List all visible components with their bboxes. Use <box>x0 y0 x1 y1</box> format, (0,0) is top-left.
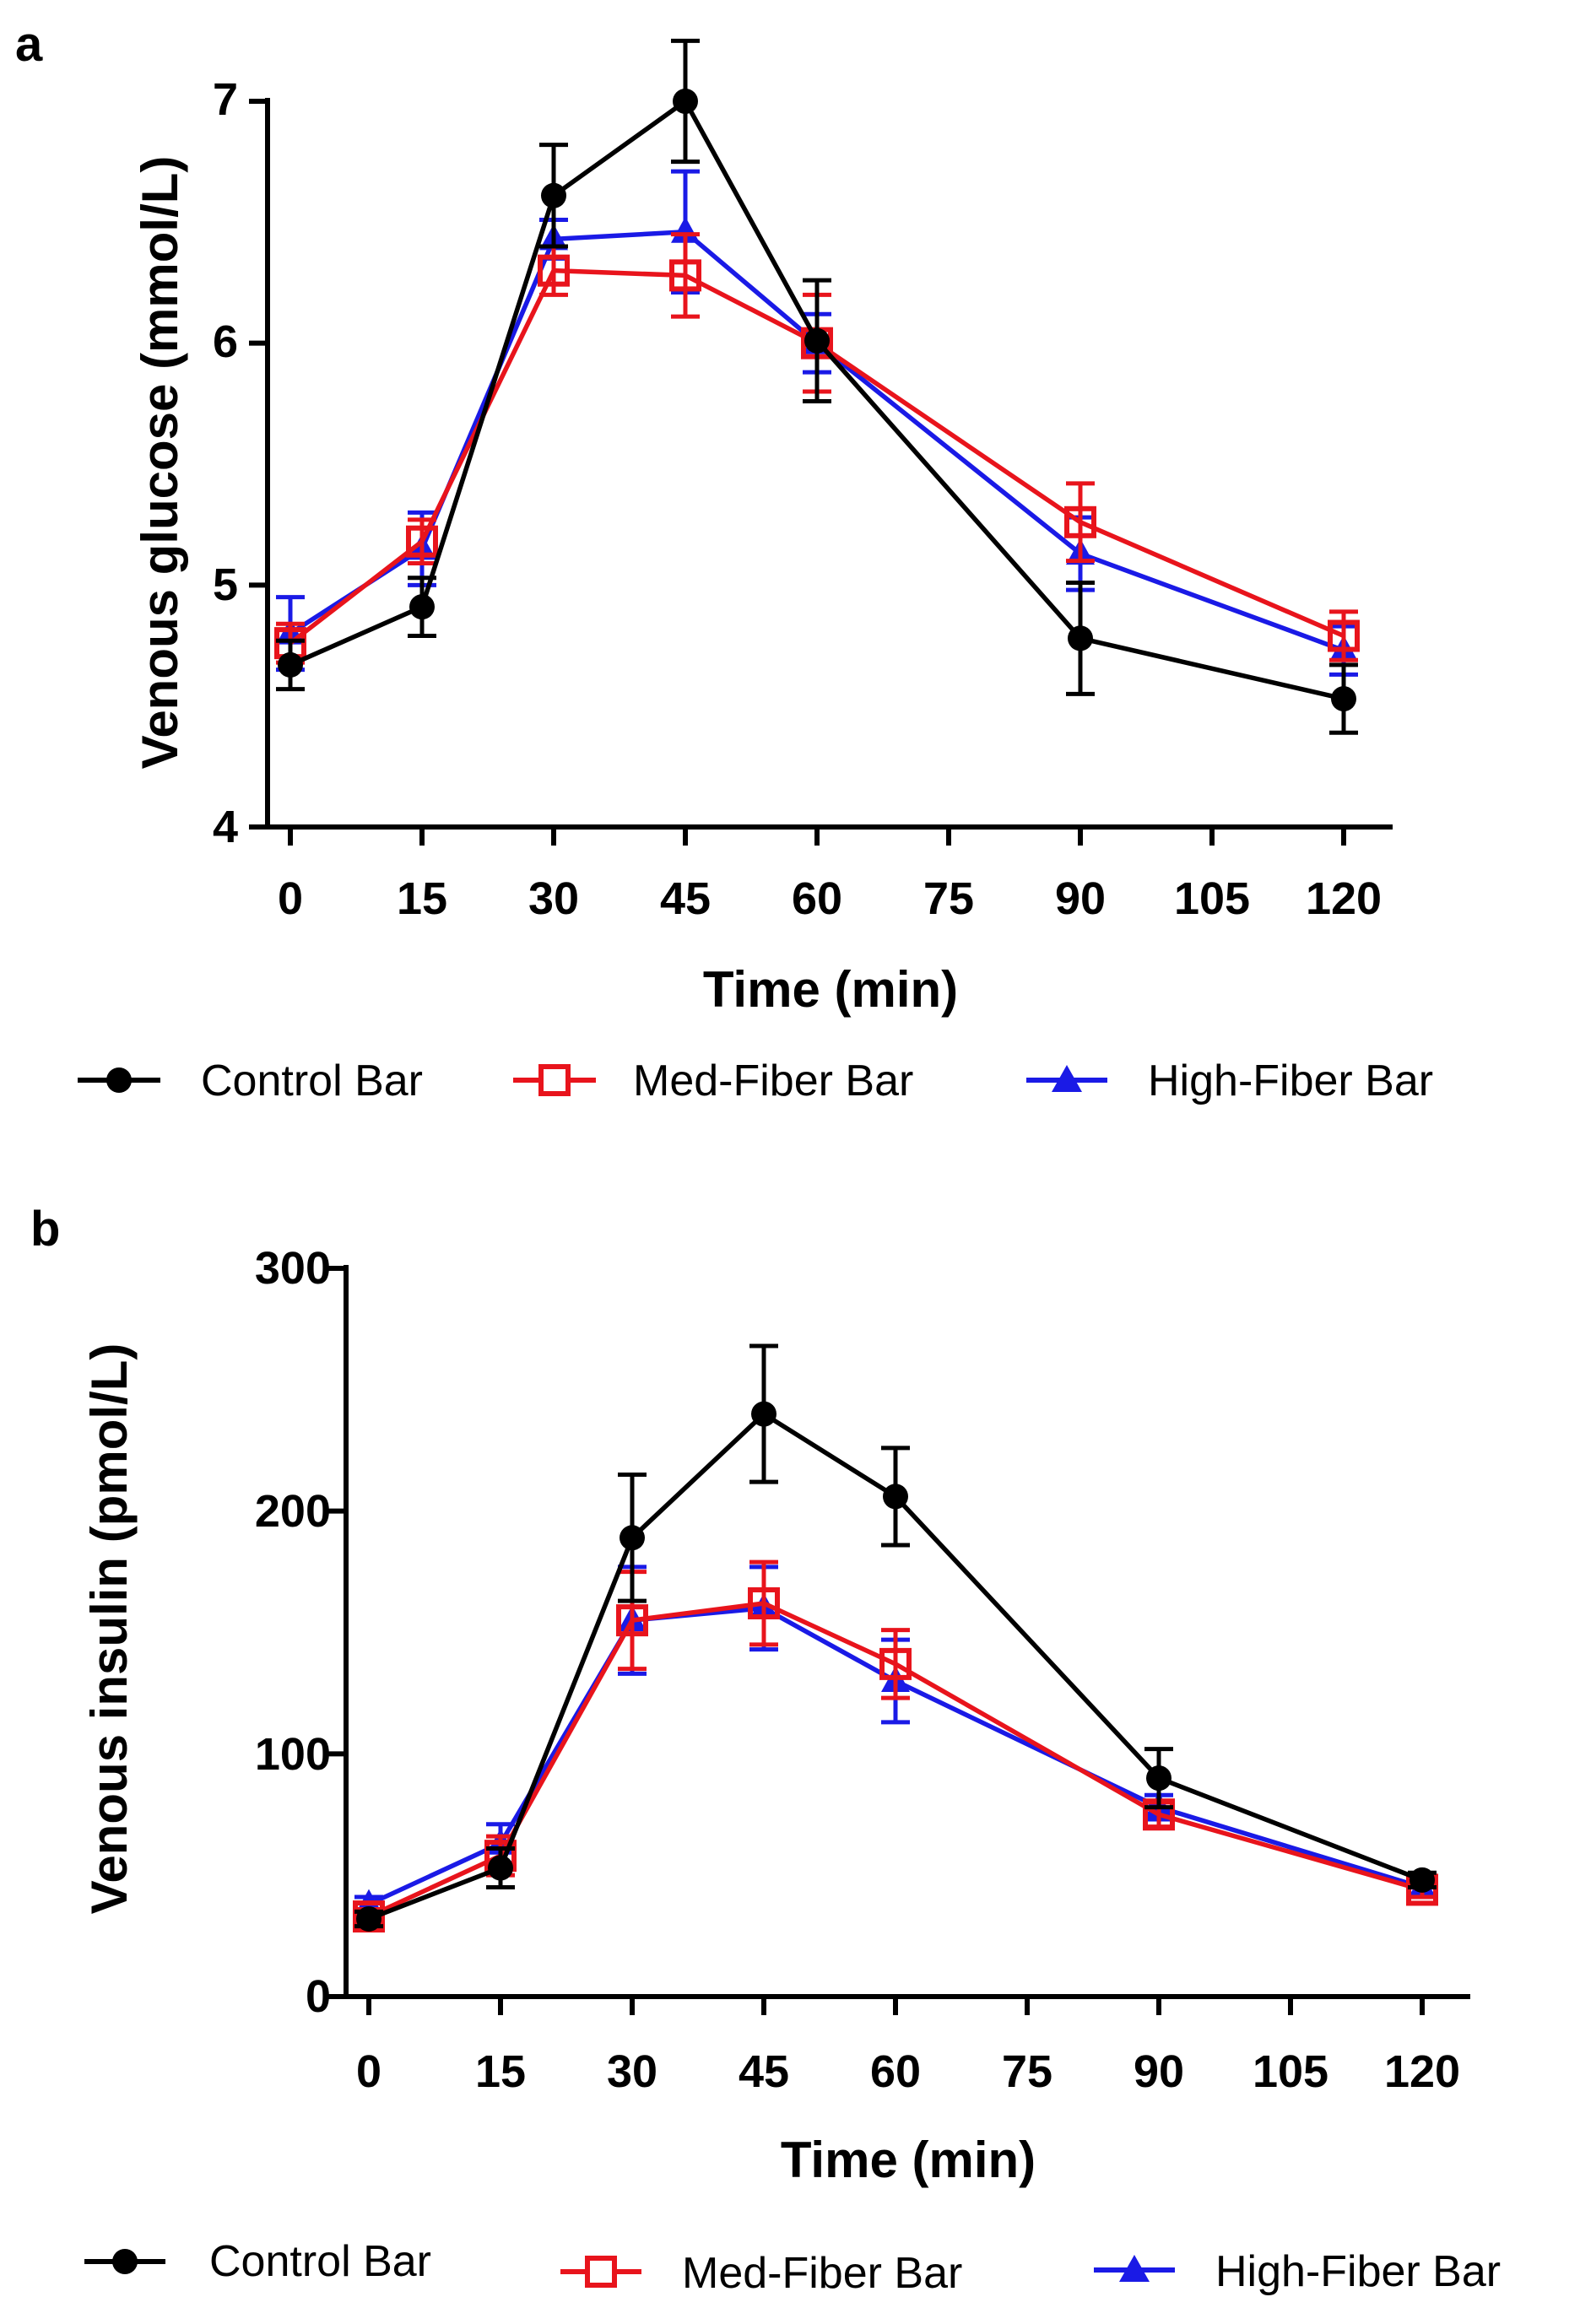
panel-b-x-tick-label: 15 <box>475 2046 526 2097</box>
data-point-control-bar <box>278 651 303 678</box>
panel-a-y-tick-label: 4 <box>213 802 238 852</box>
panel-a-y-tick-label: 6 <box>213 316 238 367</box>
data-point-med-fiber-bar <box>1328 619 1360 652</box>
panel-b-x-tick-label: 90 <box>1134 2046 1184 2097</box>
data-point-med-fiber-bar <box>1064 505 1096 538</box>
legend-label-high-fiber-bar: High-Fiber Bar <box>1148 1057 1433 1105</box>
legend-label-high-fiber-bar: High-Fiber Bar <box>1215 2247 1501 2296</box>
data-point-control-bar <box>620 1525 645 1551</box>
data-point-control-bar <box>883 1484 908 1510</box>
panel-a-x-tick-label: 120 <box>1306 873 1382 924</box>
data-point-control-bar <box>673 89 698 114</box>
error-bar-med-fiber-bar <box>1066 481 1095 564</box>
panel-b-y-axis-title: Venous insulin (pmol/L) <box>81 1343 138 1915</box>
data-point-med-fiber-bar <box>538 254 570 287</box>
panel-a-x-tick-label: 105 <box>1174 873 1250 924</box>
data-point-control-bar <box>804 327 830 354</box>
panel-a-x-tick-label: 0 <box>278 873 303 924</box>
panel-a-x-axis-title: Time (min) <box>703 961 958 1018</box>
legend-triangle-marker-icon <box>1052 1065 1082 1092</box>
legend-label-med-fiber-bar: Med-Fiber Bar <box>633 1057 913 1105</box>
panel-a-x-tick-label: 90 <box>1055 873 1106 924</box>
legend-item-control-bar: Control Bar <box>84 2237 431 2286</box>
data-point-control-bar <box>751 1401 776 1427</box>
data-point-control-bar <box>488 1855 513 1881</box>
panel-b-x-tick-label: 0 <box>356 2046 381 2097</box>
data-point-control-bar <box>1410 1867 1435 1893</box>
legend-item-med-fiber-bar: Med-Fiber Bar <box>560 2249 962 2298</box>
panel-a-x-tick-label: 30 <box>528 873 579 924</box>
data-point-med-fiber-bar <box>406 525 438 558</box>
panel-a-x-tick-labels: 0 15 30 45 60 75 90 105 120 <box>278 873 1382 924</box>
panel-a-glucose-chart: a Venous glucose (mmol/L) Time (min) 4 5… <box>15 17 1433 1105</box>
panel-b-y-tick-label: 200 <box>255 1486 331 1537</box>
panel-b-y-tick-labels: 0 100 200 300 <box>255 1243 331 2022</box>
series-control-bar <box>276 38 1358 735</box>
data-point-med-fiber-bar <box>879 1647 912 1680</box>
legend-triangle-marker-icon <box>1119 2255 1150 2282</box>
data-point-med-fiber-bar <box>748 1586 780 1619</box>
panel-b-plot-area <box>353 1343 1438 1933</box>
panel-a-x-tick-label: 45 <box>660 873 711 924</box>
error-bar-med-fiber-bar <box>749 1559 778 1647</box>
panel-a-y-tick-label: 5 <box>213 559 238 610</box>
data-point-control-bar <box>1331 686 1356 712</box>
legend-circle-marker-icon <box>112 2249 138 2274</box>
series-control-bar <box>354 1343 1437 1932</box>
panel-b-insulin-chart: b Venous insulin (pmol/L) Time (min) 0 1… <box>30 1202 1501 2298</box>
panel-b-x-tick-label: 75 <box>1002 2046 1052 2097</box>
panel-a-y-axis-title: Venous glucose (mmol/L) <box>132 156 188 770</box>
panel-a-plot-area <box>274 38 1360 735</box>
panel-b-x-tick-label: 30 <box>607 2046 657 2097</box>
legend-item-med-fiber-bar: Med-Fiber Bar <box>513 1057 913 1105</box>
panel-a-y-tick-label: 7 <box>213 74 238 125</box>
data-point-med-fiber-bar <box>616 1604 648 1637</box>
error-bar-med-fiber-bar <box>1329 609 1358 662</box>
data-point-control-bar <box>409 594 435 620</box>
panel-b-x-tick-label: 120 <box>1384 2046 1460 2097</box>
panel-b-y-tick-label: 100 <box>255 1729 331 1780</box>
panel-b-x-tick-labels: 0 15 30 45 60 75 90 105 120 <box>356 2046 1460 2097</box>
panel-b-axes <box>327 1265 1470 2015</box>
panel-b-x-axis-title: Time (min) <box>781 2132 1036 2188</box>
legend-label-med-fiber-bar: Med-Fiber Bar <box>682 2249 962 2298</box>
data-point-med-fiber-bar <box>669 259 701 292</box>
legend-label-control-bar: Control Bar <box>201 1057 423 1105</box>
error-bar-med-fiber-bar <box>881 1628 910 1700</box>
data-point-control-bar <box>1068 625 1093 651</box>
panel-a-axes <box>249 98 1393 846</box>
panel-a-x-tick-label: 60 <box>792 873 842 924</box>
series-med-fiber-bar <box>353 1559 1438 1933</box>
panel-b-letter: b <box>30 1202 60 1257</box>
legend-open-square-marker-icon <box>538 1064 571 1096</box>
panel-a-x-tick-label: 15 <box>397 873 447 924</box>
legend-label-control-bar: Control Bar <box>209 2237 431 2286</box>
legend-circle-marker-icon <box>106 1067 132 1093</box>
panel-a-legend: Control Bar Med-Fiber Bar High-Fiber Bar <box>78 1057 1433 1105</box>
legend-item-high-fiber-bar: High-Fiber Bar <box>1026 1057 1433 1105</box>
panel-b-legend: Control Bar Med-Fiber Bar High-Fiber Bar <box>84 2237 1501 2298</box>
legend-item-control-bar: Control Bar <box>78 1057 423 1105</box>
panel-a-letter: a <box>15 17 43 72</box>
legend-open-square-marker-icon <box>585 2256 617 2288</box>
panel-b-y-tick-label: 300 <box>255 1243 331 1294</box>
panel-b-x-tick-label: 105 <box>1253 2046 1328 2097</box>
series-high-fiber-bar <box>276 169 1358 677</box>
legend-item-high-fiber-bar: High-Fiber Bar <box>1094 2247 1501 2296</box>
panel-b-x-tick-label: 45 <box>739 2046 789 2097</box>
panel-a-x-tick-label: 75 <box>923 873 974 924</box>
data-point-control-bar <box>1146 1765 1171 1792</box>
panel-a-y-tick-labels: 4 5 6 7 <box>213 74 238 852</box>
series-high-fiber-bar <box>354 1565 1437 1916</box>
panel-b-y-tick-label: 0 <box>306 1971 331 2022</box>
data-point-control-bar <box>356 1905 381 1932</box>
data-point-control-bar <box>541 182 566 208</box>
panel-b-x-tick-label: 60 <box>870 2046 921 2097</box>
error-bar-med-fiber-bar <box>671 232 700 319</box>
